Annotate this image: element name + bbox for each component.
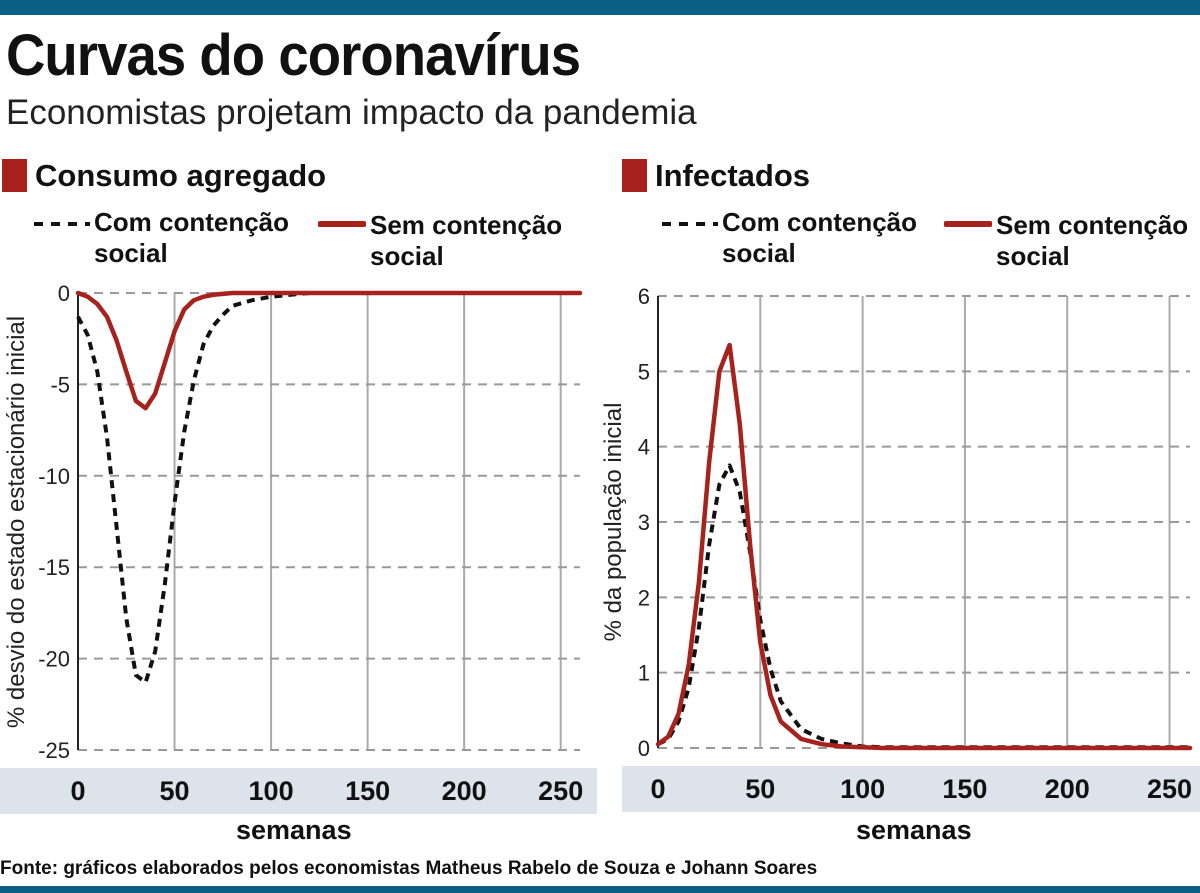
right-y-tick-label: 1 [638,661,650,686]
right-y-tick-label: 3 [638,510,650,535]
x-axis-title-left: semanas [236,815,352,845]
left-x-tick-label: 250 [538,776,583,806]
left-y-tick-label: 0 [58,281,70,306]
top-accent-bar [0,0,1200,15]
left-x-tick-label: 200 [442,776,487,806]
legend-swatch-solid-left [318,221,366,227]
left-x-tick-label: 50 [160,776,190,806]
page-title: Curvas do coronavírus [6,23,581,88]
left-x-tick-label: 150 [345,776,390,806]
source-note: Fonte: gráficos elaborados pelos economi… [0,858,818,879]
panel-title-infectados: Infectados [622,158,810,194]
right-y-tick-label: 5 [638,359,650,384]
left-x-tick-label: 0 [70,776,85,806]
right-series-sem-contencao-line [655,342,1193,751]
right-x-tick-label: 50 [745,774,775,804]
right-x-tick-label: 150 [942,774,987,804]
left-y-tick-label: -5 [50,372,70,397]
x-axis-title-right: semanas [856,815,972,845]
right-y-tick-label: 6 [638,284,650,309]
legend-label-com-right: Com contenção social [722,207,918,268]
chart-consumo-agregado: 0-5-10-15-20-250 50 100 150 200 250 [0,281,597,814]
legend-label-sem-right: Sem contenção social [996,210,1189,271]
chart-infectados: 0 1 2 3 4 5 6 0 50 100 150 200 250 [622,284,1200,812]
left-series-sem-contencao-line [75,290,583,411]
right-y-tick-label: 2 [638,585,650,610]
left-y-tick-label: -20 [38,647,70,672]
legend-swatch-solid-right [944,221,992,227]
right-series-com-contencao-line [657,463,1190,750]
left-series-com-contencao-line [76,291,580,685]
panel-marker-square [2,159,27,192]
right-x-axis-band [622,766,1200,812]
left-x-tick-label: 100 [249,776,294,806]
bottom-accent-bar [0,886,1200,893]
panel-title-consumo: Consumo agregado [2,158,326,194]
legend-label-com-left: Com contenção social [94,207,290,268]
left-y-tick-label: -10 [38,464,70,489]
left-x-axis-band [0,768,597,814]
right-x-tick-label: 250 [1147,774,1192,804]
right-x-tick-label: 100 [840,774,885,804]
right-y-tick-label: 4 [638,435,650,460]
panel-marker-square [622,159,647,192]
panel-title-text: Infectados [655,158,811,193]
left-y-tick-label: -25 [38,738,70,763]
left-y-tick-label: -15 [38,555,70,580]
legend-label-sem-left: Sem contenção social [370,210,563,271]
panel-title-text: Consumo agregado [35,158,327,193]
right-x-tick-label: 200 [1045,774,1090,804]
right-y-tick-label: 0 [638,736,650,761]
page-subtitle: Economistas projetam impacto da pandemia [6,93,697,132]
right-x-tick-label: 0 [650,774,665,804]
